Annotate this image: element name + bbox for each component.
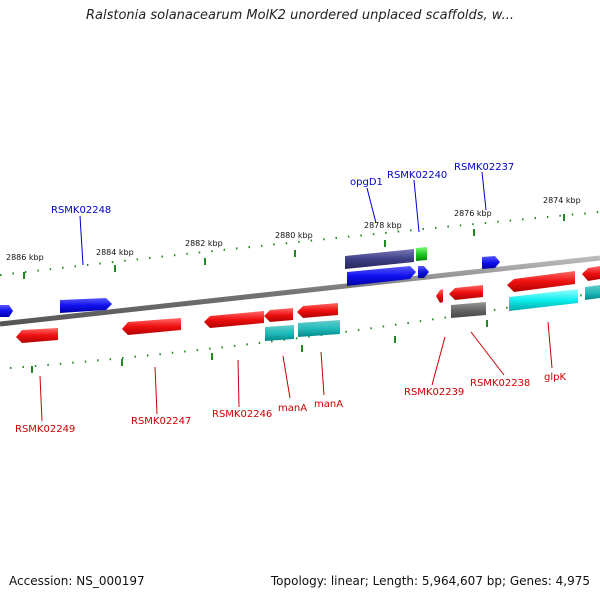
gene-rsmk02237[interactable] xyxy=(482,256,500,269)
gene-forward[interactable] xyxy=(0,305,13,317)
gene-rsmk02249[interactable] xyxy=(16,328,58,343)
scale-label: 2878 kbp xyxy=(364,221,402,230)
gene-label-rsmk02246[interactable]: RSMK02246 xyxy=(212,409,272,420)
gene-rsmk02247[interactable] xyxy=(122,318,181,335)
gene-label-rsmk02248[interactable]: RSMK02248 xyxy=(51,205,111,216)
topology-summary: Topology: linear; Length: 5,964,607 bp; … xyxy=(270,574,590,588)
gene-rna[interactable] xyxy=(509,289,578,311)
major-ticks xyxy=(23,214,565,373)
gene-label-mana-1[interactable]: manA xyxy=(278,403,307,414)
reverse-genes[interactable] xyxy=(16,266,600,343)
gene-label-rsmk02238[interactable]: RSMK02238 xyxy=(470,378,530,389)
gene-forward[interactable] xyxy=(418,266,429,278)
label-leader-lines xyxy=(39,171,553,422)
gene-reverse[interactable] xyxy=(449,285,483,300)
gene-forward[interactable] xyxy=(347,266,416,286)
gene-rsmk02246[interactable] xyxy=(204,311,264,328)
gene-label-rsmk02240[interactable]: RSMK02240 xyxy=(387,170,447,181)
gene-rna[interactable] xyxy=(298,320,340,337)
gene-rna[interactable] xyxy=(265,325,294,341)
chromosome-backbone xyxy=(0,255,600,327)
gene-label-opgd1[interactable]: opgD1 xyxy=(350,177,383,188)
forward-gene-labels: RSMK02248 opgD1 RSMK02240 RSMK02237 xyxy=(51,162,514,216)
scale-label: 2886 kbp xyxy=(6,253,44,262)
scale-labels: 2886 kbp 2884 kbp 2882 kbp 2880 kbp 2878… xyxy=(6,196,581,262)
gene-label-rsmk02247[interactable]: RSMK02247 xyxy=(131,416,191,427)
gene-rsmk02248[interactable] xyxy=(60,298,112,313)
gene-rsmk02240[interactable] xyxy=(416,247,427,261)
scale-label: 2882 kbp xyxy=(185,239,223,248)
gene-mana-1[interactable] xyxy=(264,308,293,322)
gene-opgd1[interactable] xyxy=(345,249,414,269)
gene-mana-2[interactable] xyxy=(297,303,338,318)
gene-label-mana-2[interactable]: manA xyxy=(314,399,343,410)
gene-label-rsmk02239[interactable]: RSMK02239 xyxy=(404,387,464,398)
reverse-gene-labels: RSMK02249 RSMK02247 RSMK02246 manA manA … xyxy=(15,372,566,435)
scale-label: 2874 kbp xyxy=(543,196,581,205)
gene-label-rsmk02249[interactable]: RSMK02249 xyxy=(15,424,75,435)
gene-rna[interactable] xyxy=(585,285,600,300)
forward-genes[interactable] xyxy=(0,247,500,317)
gene-reverse[interactable] xyxy=(582,266,600,281)
accession-text: Accession: NS_000197 xyxy=(9,574,145,588)
map-title: Ralstonia solanacearum MolK2 unordered u… xyxy=(85,8,514,23)
gene-rsmk02238[interactable] xyxy=(451,302,486,318)
gene-rsmk02239[interactable] xyxy=(436,289,443,303)
gene-glpk[interactable] xyxy=(507,271,575,292)
gene-label-glpk[interactable]: glpK xyxy=(544,372,566,383)
scale-label: 2880 kbp xyxy=(275,231,313,240)
gene-label-rsmk02237[interactable]: RSMK02237 xyxy=(454,162,514,173)
scale-label: 2876 kbp xyxy=(454,209,492,218)
scale-label: 2884 kbp xyxy=(96,248,134,257)
